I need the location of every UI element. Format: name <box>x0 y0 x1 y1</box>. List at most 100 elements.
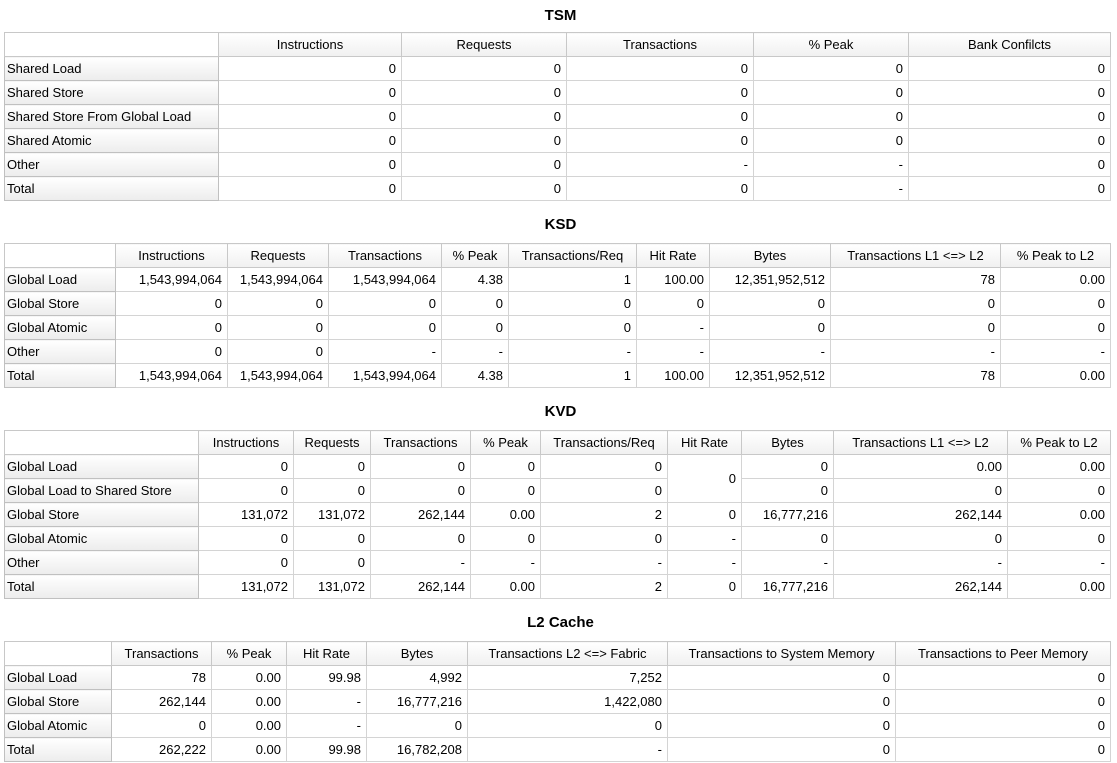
column-header: Requests <box>401 32 567 57</box>
column-header: Instructions <box>115 243 228 268</box>
cell: - <box>753 176 909 201</box>
cell: - <box>636 339 710 364</box>
cell: 0 <box>115 339 228 364</box>
cell: 4.38 <box>441 267 509 292</box>
cell: 0 <box>401 176 567 201</box>
column-header: Transactions <box>328 243 442 268</box>
column-header: % Peak to L2 <box>1000 243 1111 268</box>
row-header: Global Atomic <box>4 713 112 738</box>
stats-table: Instructions Requests Transactions% Peak Ba… <box>4 32 1111 201</box>
cell: 262,222 <box>111 737 212 762</box>
cell: 0 <box>218 80 402 105</box>
cell: 131,072 <box>198 574 294 599</box>
cell: - <box>540 550 668 575</box>
cell: 262,144 <box>833 574 1008 599</box>
column-header: Bank Confilcts <box>908 32 1111 57</box>
row-header: Other <box>4 339 116 364</box>
row-header: Global Load to Shared Store <box>4 478 199 503</box>
column-header: Transactions L2 <=> Fabric <box>467 641 668 666</box>
data-row: Total 131,072 131,072 262,144 0.00 2 0 16,777,2… <box>4 574 1111 599</box>
column-header: Transactions <box>370 430 471 455</box>
column-header: Transactions L1 <=> L2 <box>830 243 1001 268</box>
column-header: Hit Rate <box>286 641 367 666</box>
column-header: Bytes <box>741 430 834 455</box>
cell: 0 <box>1000 291 1111 316</box>
cell: - <box>1007 550 1111 575</box>
cell: 0 <box>198 550 294 575</box>
column-header: Bytes <box>709 243 831 268</box>
cell: 0 <box>218 152 402 177</box>
cell: 0 <box>895 737 1111 762</box>
cell: 0 <box>328 291 442 316</box>
data-row: Global Atomic 0 0 0 0 0-0 0 0 <box>4 526 1111 551</box>
table-title: L2 Cache <box>527 614 594 631</box>
stats-table: Transactions% Peak Hit Rate Bytes Transacti… <box>4 641 1111 762</box>
cell: 0 <box>753 104 909 129</box>
cell: 0 <box>540 478 668 503</box>
row-header: Global Atomic <box>4 526 199 551</box>
cell: 0.00 <box>1000 363 1111 388</box>
cell: - <box>470 550 541 575</box>
cell: 0 <box>540 454 668 479</box>
cell: 0 <box>370 526 471 551</box>
cell: 0 <box>470 454 541 479</box>
cell: 0 <box>508 315 637 340</box>
cell: 0 <box>198 526 294 551</box>
cell: - <box>667 550 742 575</box>
cell: 0.00 <box>211 665 287 690</box>
cell: - <box>370 550 471 575</box>
cell: 4,992 <box>366 665 468 690</box>
cell: 0 <box>741 478 834 503</box>
cell: 0 <box>908 80 1111 105</box>
cell: 0 <box>908 128 1111 153</box>
row-header: Total <box>4 363 116 388</box>
cell: - <box>1000 339 1111 364</box>
data-row: Global Atomic 0 0 0 0 0-0 0 0 <box>4 315 1111 340</box>
cell: 0 <box>401 104 567 129</box>
cell: 0.00 <box>1007 454 1111 479</box>
cell: 131,072 <box>198 502 294 527</box>
cell: 0 <box>667 737 896 762</box>
cell: 0 <box>218 128 402 153</box>
cell: 0 <box>366 713 468 738</box>
cell: 16,782,208 <box>366 737 468 762</box>
data-row: Total 0 0 0-0 <box>4 176 1111 201</box>
row-header: Global Store <box>4 291 116 316</box>
cell: 0 <box>218 104 402 129</box>
cell: 99.98 <box>286 665 367 690</box>
stats-table: Instructions Requests Transactions% Peak Tr… <box>4 430 1111 599</box>
cell: 0 <box>227 339 329 364</box>
cell: 16,777,216 <box>366 689 468 714</box>
cell: 0 <box>833 526 1008 551</box>
cell: 16,777,216 <box>741 502 834 527</box>
data-row: Global Atomic 0 0.00-0 0 0 0 <box>4 713 1111 738</box>
cell: 0 <box>227 291 329 316</box>
cell: 0 <box>441 315 509 340</box>
cell: 0 <box>908 104 1111 129</box>
column-header: Requests <box>227 243 329 268</box>
cell: - <box>508 339 637 364</box>
cell: - <box>667 526 742 551</box>
cell: 0 <box>830 315 1001 340</box>
stats-table: Instructions Requests Transactions% Peak Tr… <box>4 243 1111 388</box>
cell: 0.00 <box>1007 574 1111 599</box>
cell: 12,351,952,512 <box>709 363 831 388</box>
cell: 1,543,994,064 <box>328 267 442 292</box>
row-header: Global Store <box>4 502 199 527</box>
cell: 0.00 <box>211 713 287 738</box>
cell: 0.00 <box>470 574 541 599</box>
cell: 1,422,080 <box>467 689 668 714</box>
cell: - <box>566 152 754 177</box>
cell: 262,144 <box>370 574 471 599</box>
data-row: Global Store 262,144 0.00-16,777,216 1,422,… <box>4 689 1111 714</box>
header-row: Instructions Requests Transactions% Peak Ba… <box>4 32 1111 57</box>
cell: 0 <box>566 128 754 153</box>
cell: 0 <box>741 526 834 551</box>
column-header: Transactions L1 <=> L2 <box>833 430 1008 455</box>
cell: - <box>328 339 442 364</box>
cell: 0 <box>667 574 742 599</box>
cell: 0 <box>218 176 402 201</box>
cell: 0 <box>328 315 442 340</box>
